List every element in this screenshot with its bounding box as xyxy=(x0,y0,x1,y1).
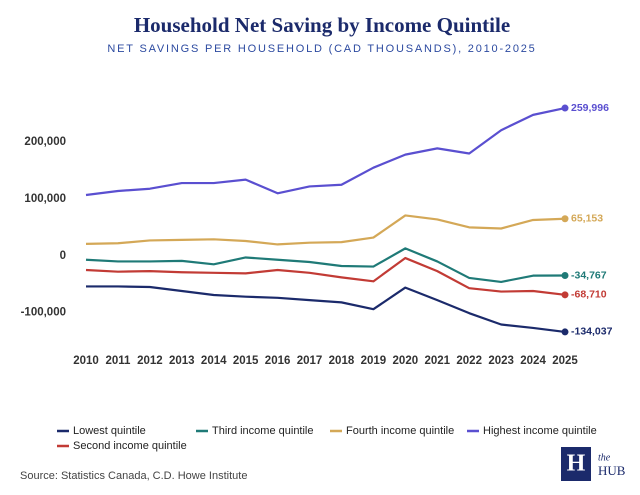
series-line xyxy=(86,285,566,334)
series-line xyxy=(85,214,566,246)
end-point xyxy=(561,104,569,112)
y-tick-label: 200,000 xyxy=(24,136,66,148)
legend-label: Third income quintile xyxy=(212,425,314,437)
x-tick-label: 2014 xyxy=(201,355,227,367)
logo-letter: H xyxy=(567,451,586,477)
y-tick-label: -100,000 xyxy=(21,307,66,319)
x-tick-label: 2018 xyxy=(329,355,355,367)
end-label: 65,153 xyxy=(571,213,603,225)
x-tick-label: 2025 xyxy=(552,355,578,367)
x-tick-label: 2012 xyxy=(137,355,163,367)
legend-label: Highest income quintile xyxy=(483,425,597,437)
y-tick-label: 100,000 xyxy=(24,193,66,205)
logo-text: the xyxy=(598,452,611,463)
chart-subtitle: NET SAVINGS PER HOUSEHOLD (CAD THOUSANDS… xyxy=(107,43,536,55)
x-tick-label: 2019 xyxy=(361,355,387,367)
end-point xyxy=(561,215,569,223)
end-label: -68,710 xyxy=(571,289,607,301)
x-tick-label: 2017 xyxy=(297,355,323,367)
logo-box xyxy=(561,447,591,481)
end-point xyxy=(561,291,569,299)
series-line xyxy=(85,256,566,296)
legend-label: Second income quintile xyxy=(73,440,187,452)
y-tick-label: 0 xyxy=(60,250,66,262)
end-point xyxy=(561,328,569,336)
legend-label: Lowest quintile xyxy=(73,425,146,437)
end-label: 259,996 xyxy=(571,102,609,114)
series-line xyxy=(85,106,566,197)
x-tick-label: 2015 xyxy=(233,355,259,367)
end-point xyxy=(561,272,569,280)
x-tick-label: 2010 xyxy=(73,355,99,367)
legend-label: Fourth income quintile xyxy=(346,425,454,437)
logo-text: HUB xyxy=(598,463,626,478)
x-tick-label: 2016 xyxy=(265,355,291,367)
end-label: -34,767 xyxy=(571,269,607,281)
series-line xyxy=(85,247,566,284)
x-tick-label: 2013 xyxy=(169,355,195,367)
x-tick-label: 2024 xyxy=(520,355,546,367)
end-label: -134,037 xyxy=(571,326,613,338)
x-tick-label: 2021 xyxy=(424,355,450,367)
x-tick-label: 2023 xyxy=(488,355,514,367)
source: Source: Statistics Canada, C.D. Howe Ins… xyxy=(20,470,247,482)
x-tick-label: 2011 xyxy=(105,355,131,367)
x-tick-label: 2022 xyxy=(456,355,482,367)
chart-title: Household Net Saving by Income Quintile xyxy=(134,13,510,37)
x-tick-label: 2020 xyxy=(393,355,419,367)
